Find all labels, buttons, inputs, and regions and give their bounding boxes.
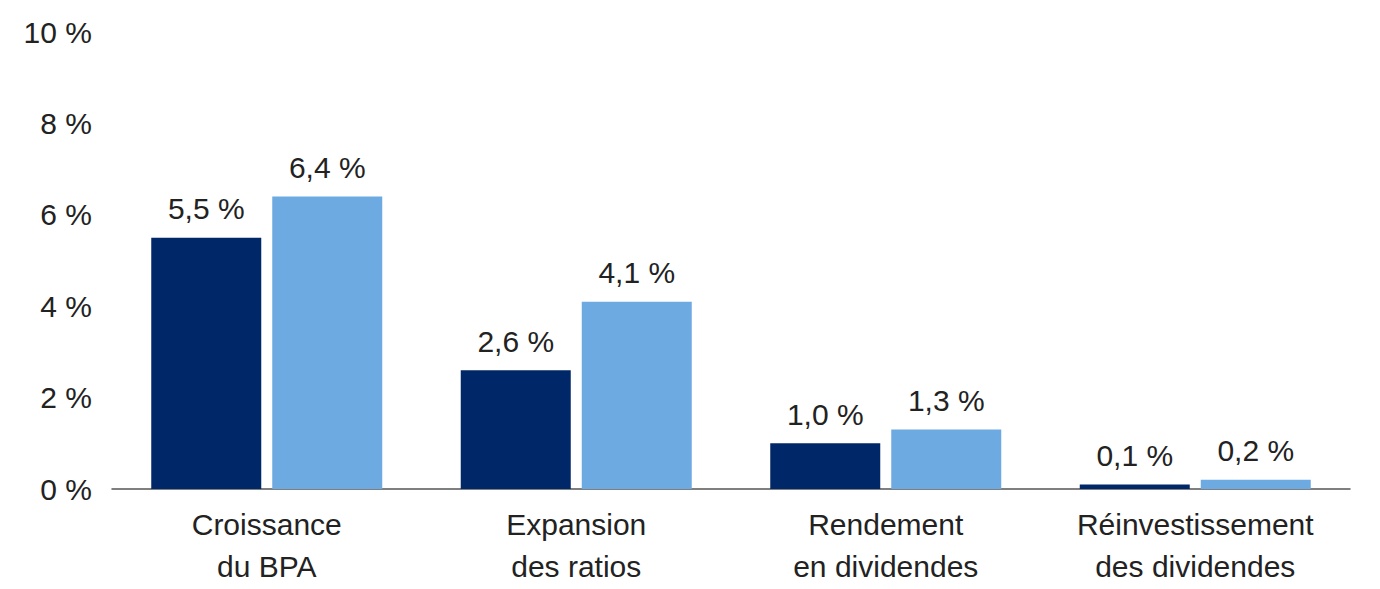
svg-text:1,0 %: 1,0 % <box>787 398 864 431</box>
svg-text:0,2 %: 0,2 % <box>1217 434 1294 467</box>
svg-text:Croissance: Croissance <box>192 508 342 541</box>
svg-text:des dividendes: des dividendes <box>1095 550 1295 583</box>
svg-text:5,5 %: 5,5 % <box>168 192 245 225</box>
svg-text:2 %: 2 % <box>40 381 92 414</box>
svg-text:Réinvestissement: Réinvestissement <box>1077 508 1314 541</box>
svg-text:0,1 %: 0,1 % <box>1096 439 1173 472</box>
svg-text:Expansion: Expansion <box>506 508 646 541</box>
svg-text:du BPA: du BPA <box>217 550 317 583</box>
svg-text:en dividendes: en dividendes <box>793 550 978 583</box>
svg-text:10 %: 10 % <box>24 16 92 49</box>
svg-text:0 %: 0 % <box>40 473 92 506</box>
svg-text:2,6 %: 2,6 % <box>477 325 554 358</box>
svg-text:4 %: 4 % <box>40 290 92 323</box>
svg-text:Rendement: Rendement <box>808 508 964 541</box>
svg-text:8 %: 8 % <box>40 107 92 140</box>
svg-text:1,3 %: 1,3 % <box>908 384 985 417</box>
svg-text:6,4 %: 6,4 % <box>289 151 366 184</box>
svg-text:4,1 %: 4,1 % <box>598 256 675 289</box>
svg-text:des ratios: des ratios <box>511 550 641 583</box>
svg-text:6 %: 6 % <box>40 198 92 231</box>
